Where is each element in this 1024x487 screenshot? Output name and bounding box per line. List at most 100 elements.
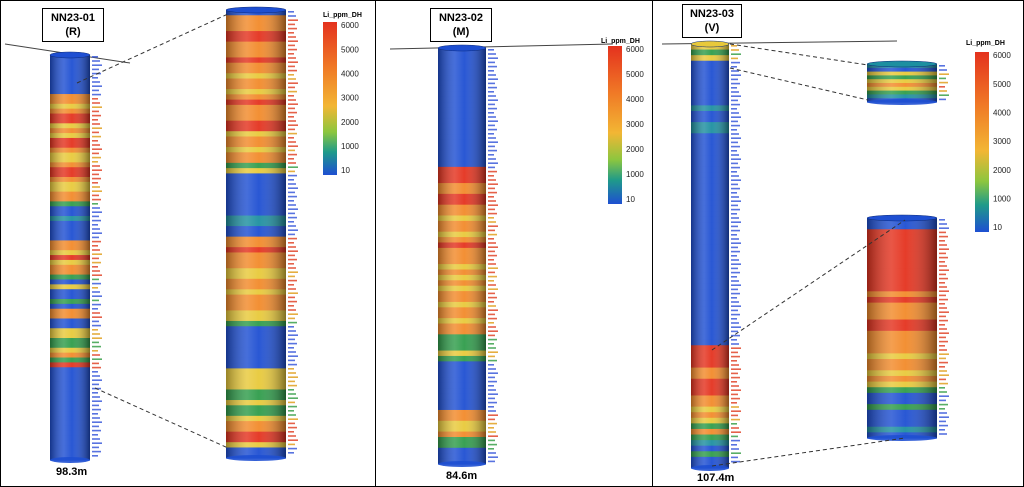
cylinder-shading <box>226 10 286 458</box>
assay-value-marker <box>488 259 494 261</box>
drill-hole-nn23-03-zoom-a <box>866 60 938 105</box>
cylinder-shading <box>691 44 729 468</box>
assay-value-marker <box>488 112 494 114</box>
assay-value-marker <box>488 57 498 59</box>
assay-value-marker <box>92 182 98 184</box>
assay-value-marker <box>92 119 98 121</box>
assay-value-marker <box>488 107 497 110</box>
legend-tick-label: 2000 <box>626 145 644 154</box>
assay-value-marker <box>939 98 946 101</box>
assay-value-marker <box>731 368 741 370</box>
assay-value-marker <box>288 166 298 168</box>
assay-value-marker <box>488 78 498 80</box>
assay-value-marker <box>288 32 294 34</box>
color-scale-bar <box>323 22 337 175</box>
assay-value-marker <box>731 53 741 55</box>
assay-value-marker <box>288 330 296 332</box>
assay-value-marker <box>488 288 498 290</box>
depth-label-nn23-02: 84.6m <box>446 470 478 482</box>
assay-value-marker <box>288 426 297 429</box>
assay-value-marker <box>488 217 494 219</box>
assay-value-marker <box>288 162 296 164</box>
assay-value-marker <box>92 379 102 381</box>
assay-value-marker <box>488 431 496 433</box>
assay-value-marker <box>488 456 498 458</box>
assay-value-marker <box>92 224 98 226</box>
assay-value-marker <box>939 252 946 255</box>
assay-value-marker <box>288 23 295 26</box>
assay-value-marker <box>288 321 297 324</box>
assay-value-marker <box>488 95 496 97</box>
legend-tick-label: 2000 <box>341 118 359 127</box>
assay-value-marker <box>288 74 294 76</box>
hole-title-nn23-02: NN23-02 (M) <box>430 8 492 42</box>
assay-value-marker <box>288 258 297 261</box>
assay-value-marker <box>92 287 98 289</box>
assay-value-marker <box>488 305 496 307</box>
cylinder-bottom <box>226 455 286 461</box>
assay-value-marker <box>288 254 295 257</box>
zoom-connector <box>711 219 906 351</box>
zoom-connector <box>729 67 869 101</box>
assay-value-marker <box>488 397 495 400</box>
assay-value-marker <box>92 207 100 209</box>
assay-value-marker <box>731 406 739 408</box>
assay-value-marker <box>92 253 102 255</box>
assay-value-marker <box>488 70 494 72</box>
assay-value-marker <box>488 309 498 311</box>
assay-value-marker <box>488 254 497 257</box>
legend-title: Li_ppm_DH <box>323 12 362 19</box>
assay-value-marker <box>731 364 739 366</box>
assay-value-marker <box>488 280 494 282</box>
panel-divider <box>375 0 376 487</box>
assay-value-marker <box>288 342 297 345</box>
assay-value-marker <box>288 275 295 278</box>
assay-value-marker <box>939 240 945 242</box>
assay-value-marker <box>488 406 494 408</box>
assay-value-marker <box>288 221 294 223</box>
assay-value-marker <box>92 371 98 373</box>
assay-value-marker <box>939 219 945 221</box>
assay-value-marker <box>939 273 946 276</box>
assay-value-marker <box>288 170 295 173</box>
assay-value-marker <box>731 91 739 93</box>
assay-value-marker <box>939 420 946 423</box>
assay-value-marker <box>92 203 98 205</box>
assay-value-marker <box>488 137 496 139</box>
assay-value-marker <box>731 171 737 173</box>
hole-id: NN23-03 <box>689 8 735 20</box>
assay-value-marker <box>92 140 98 142</box>
assay-value-marker <box>92 64 102 66</box>
assay-value-marker <box>731 343 739 345</box>
assay-value-marker <box>288 225 296 227</box>
drill-method: (M) <box>452 26 470 38</box>
assay-value-marker <box>488 401 497 404</box>
assay-value-marker <box>939 90 947 92</box>
assay-value-marker <box>92 337 102 339</box>
assay-value-marker <box>288 263 294 265</box>
assay-value-marker <box>939 261 945 263</box>
assay-value-marker <box>488 338 497 341</box>
assay-value-marker <box>731 87 737 89</box>
assay-value-marker <box>288 292 298 294</box>
cylinder-top <box>690 40 730 48</box>
assay-value-marker <box>488 271 495 274</box>
assay-value-marker <box>92 383 99 386</box>
assay-value-marker <box>731 124 740 127</box>
assay-value-marker <box>731 313 740 316</box>
assay-value-marker <box>939 345 945 347</box>
assay-value-marker <box>92 93 101 96</box>
assay-value-marker <box>939 294 946 297</box>
assay-value-marker <box>488 427 494 429</box>
assay-value-marker <box>288 36 296 38</box>
legend-tick-label: 6000 <box>626 45 644 54</box>
assay-value-marker <box>488 250 495 253</box>
assay-value-marker <box>92 341 99 344</box>
assay-value-marker <box>288 431 294 433</box>
assay-value-marker <box>288 313 298 315</box>
cylinder-shading <box>867 64 937 102</box>
assay-value-marker <box>488 284 496 286</box>
assay-value-marker <box>488 422 497 425</box>
assay-value-marker <box>939 429 945 431</box>
assay-value-marker <box>731 221 741 223</box>
